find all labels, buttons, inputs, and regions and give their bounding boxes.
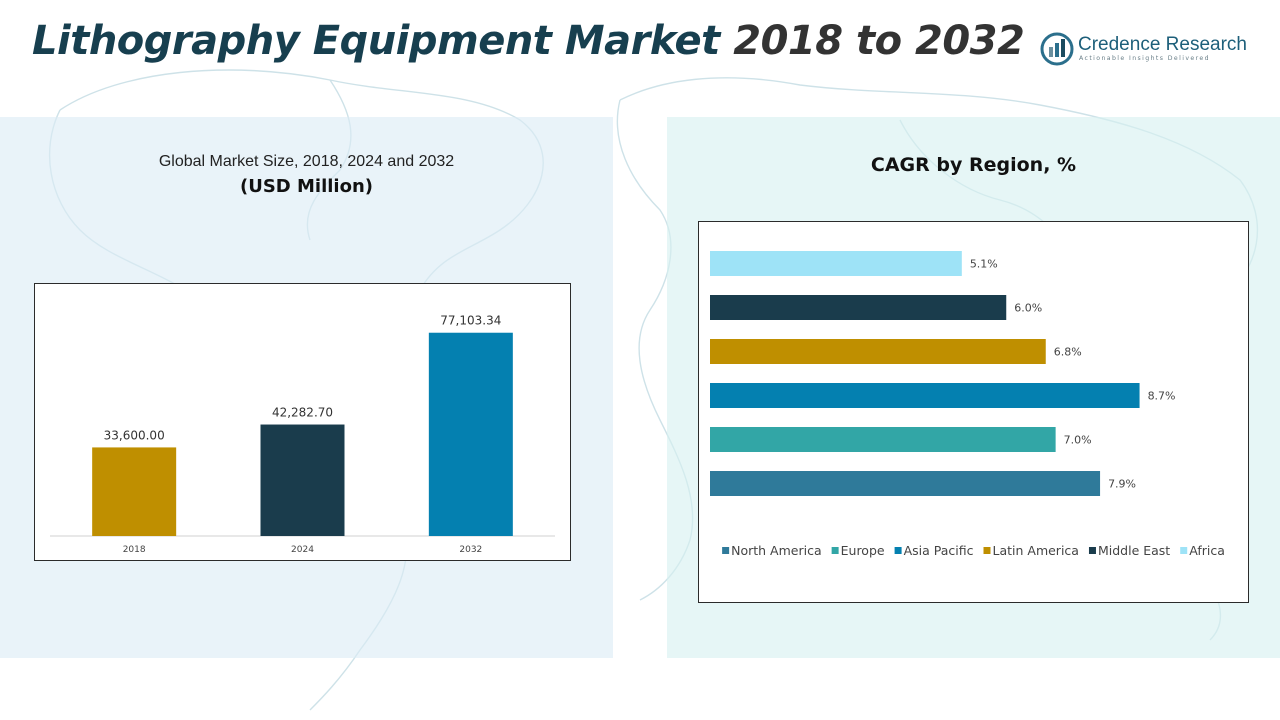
company-logo: Credence Research Actionable Insights De… xyxy=(1040,30,1255,70)
cagr-chart: 7.9% 7.0% 8.7% 6.8% 6.0% 5.1% North America Eur… xyxy=(698,221,1249,603)
legend-swatch-latin-america xyxy=(983,547,991,554)
data-label-2032: 77,103.34 xyxy=(440,314,501,328)
legend-swatch-north-america xyxy=(722,547,730,554)
credence-logo-icon xyxy=(1040,32,1074,66)
bar-asia-pacific xyxy=(710,383,1140,408)
legend-swatch-europe xyxy=(831,547,839,554)
bar-middle-east xyxy=(710,295,1007,320)
market-size-chart-unit: (USD Million) xyxy=(239,176,373,197)
bar-europe xyxy=(710,427,1056,452)
data-label-middle-east: 6.0% xyxy=(1014,302,1042,315)
legend-swatch-middle-east xyxy=(1088,547,1096,554)
legend-label-europe: Europe xyxy=(841,543,885,558)
bar-2032 xyxy=(428,332,513,536)
legend-swatch-asia-pacific xyxy=(894,547,902,554)
cagr-chart-title: CAGR by Region, % xyxy=(870,154,1077,176)
legend-label-north-america: North America xyxy=(731,543,822,558)
cagr-legend: North America Europe Asia Pacific Latin Ame… xyxy=(722,543,1225,558)
legend-label-africa: Africa xyxy=(1189,543,1225,558)
data-label-2018: 33,600.00 xyxy=(104,428,165,442)
logo-tagline: Actionable Insights Delivered xyxy=(1079,55,1210,62)
tick-label-2032: 2032 xyxy=(459,545,482,555)
legend-swatch-africa xyxy=(1180,547,1188,554)
bar-latin-america xyxy=(710,339,1046,364)
logo-name: Credence Research xyxy=(1078,34,1247,55)
bar-north-america xyxy=(710,471,1101,496)
title-main: Lithography Equipment Market xyxy=(32,18,720,64)
data-label-latin-america: 6.8% xyxy=(1054,346,1082,359)
legend-label-middle-east: Middle East xyxy=(1098,543,1170,558)
bar-africa xyxy=(710,251,962,276)
bar-2018 xyxy=(92,447,177,536)
legend-label-latin-america: Latin America xyxy=(993,543,1079,558)
cagr-bar-chart: 7.9% 7.0% 8.7% 6.8% 6.0% 5.1% North America Eur… xyxy=(710,251,1225,558)
tick-label-2024: 2024 xyxy=(291,545,314,555)
data-label-2024: 42,282.70 xyxy=(272,406,333,420)
tick-label-2018: 2018 xyxy=(123,545,146,555)
page-title: Lithography Equipment Market 2018 to 203… xyxy=(32,18,1025,64)
market-size-chart-title: Global Market Size, 2018, 2024 and 2032 xyxy=(158,153,455,170)
market-size-bar-chart: 33,600.00 2018 42,282.70 2024 77,103.34 2032 xyxy=(50,314,555,555)
title-years: 2018 to 2032 xyxy=(733,18,1025,64)
data-label-north-america: 7.9% xyxy=(1108,478,1136,491)
data-label-asia-pacific: 8.7% xyxy=(1148,390,1176,403)
bar-2024 xyxy=(260,424,345,536)
data-label-africa: 5.1% xyxy=(970,258,998,271)
market-size-chart: 33,600.00 2018 42,282.70 2024 77,103.34 2032 xyxy=(34,283,571,561)
legend-label-asia-pacific: Asia Pacific xyxy=(904,543,974,558)
data-label-europe: 7.0% xyxy=(1064,434,1092,447)
